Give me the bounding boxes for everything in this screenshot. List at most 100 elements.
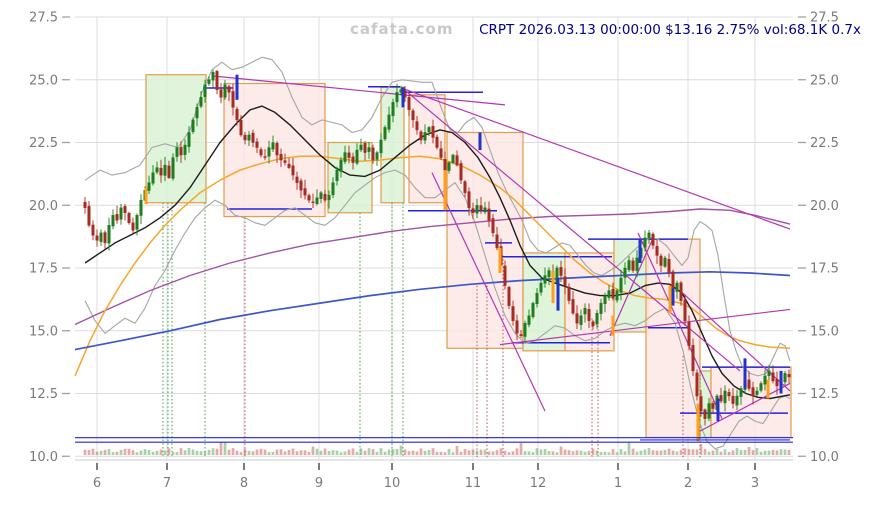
candle-body — [427, 127, 431, 133]
volume-bar — [127, 448, 131, 455]
x-axis-label: 10 — [384, 476, 401, 491]
candle-body — [711, 403, 715, 409]
candle-body — [691, 345, 695, 372]
volume-bar — [739, 450, 743, 455]
candle-body — [723, 390, 727, 404]
volume-bar — [767, 450, 771, 455]
volume-bar — [751, 450, 755, 455]
volume-bar — [183, 450, 187, 455]
candle-body — [495, 234, 499, 249]
candle-body — [679, 282, 683, 301]
volume-bar — [475, 450, 479, 455]
trendline — [499, 308, 791, 346]
candle-body — [663, 257, 667, 267]
candle-body — [483, 207, 487, 213]
candle-body — [383, 127, 387, 140]
volume-bar — [643, 449, 647, 455]
volume-bar — [83, 449, 87, 455]
candle-body — [83, 201, 87, 208]
volume-bar — [155, 450, 159, 455]
candle-body — [683, 299, 687, 321]
volume-bar — [303, 450, 307, 455]
volume-bar — [763, 450, 767, 455]
volume-bar — [455, 446, 459, 455]
volume-bar — [191, 449, 195, 455]
candle-body — [487, 208, 491, 221]
volume-bar — [187, 448, 191, 455]
candle-body — [247, 134, 251, 141]
candle-body — [271, 142, 275, 150]
candle-body — [559, 267, 563, 276]
volume-bar — [511, 451, 515, 455]
volume-bar — [539, 449, 543, 455]
volume-bar — [707, 451, 711, 455]
volume-bar — [279, 449, 283, 455]
volume-bar — [199, 451, 203, 455]
candle-body — [203, 84, 207, 97]
volume-bar — [575, 450, 579, 455]
volume-bar — [515, 448, 519, 455]
volume-bar — [743, 449, 747, 455]
candle-body — [671, 271, 675, 291]
candles-layer — [83, 69, 791, 426]
candle-body — [647, 232, 651, 239]
volume-bar — [583, 451, 587, 455]
candle-body — [255, 141, 259, 148]
candle-body — [355, 149, 359, 164]
candle-body — [219, 89, 223, 98]
candle-body — [91, 224, 95, 236]
candle-body — [215, 71, 219, 90]
candle-body — [295, 176, 299, 183]
candle-body — [407, 97, 411, 111]
candle-body — [707, 403, 711, 419]
candle-body — [703, 409, 707, 419]
candle-body — [347, 152, 351, 158]
volume-bar — [571, 451, 575, 455]
candle-body — [595, 312, 599, 325]
volume-bar — [683, 448, 687, 455]
candle-body — [539, 282, 543, 293]
candle-body — [131, 222, 135, 231]
volume-bar — [139, 450, 143, 455]
volume-bar — [459, 451, 463, 455]
volume-bar — [371, 449, 375, 455]
volume-bar — [119, 449, 123, 455]
bollinger-lower-band — [84, 169, 791, 450]
volume-bar — [719, 451, 723, 455]
candle-body — [447, 162, 451, 171]
volume-bar — [175, 451, 179, 455]
candle-body — [519, 334, 523, 336]
candle-body — [287, 163, 291, 168]
candle-body — [163, 164, 167, 176]
y-axis-label-right: 27.5 — [810, 11, 839, 26]
volume-bar — [107, 449, 111, 455]
volume-bar — [663, 449, 667, 455]
candle-body — [103, 232, 107, 244]
volume-bar — [467, 450, 471, 455]
y-axis-label-right: 15.0 — [810, 324, 839, 339]
volume-bar — [667, 448, 671, 455]
candle-body — [443, 159, 447, 171]
candle-body — [575, 313, 579, 324]
volume-bar — [135, 452, 139, 455]
volume-bar — [695, 449, 699, 455]
candle-body — [455, 155, 459, 166]
volume-bar — [287, 449, 291, 455]
candle-body — [451, 154, 455, 163]
volume-bar — [727, 452, 731, 455]
candle-body — [471, 208, 475, 213]
volume-bar — [219, 442, 223, 455]
candle-body — [627, 260, 631, 271]
candle-body — [523, 323, 527, 337]
candle-body — [767, 370, 771, 376]
candle-body — [771, 372, 775, 382]
volume-bar — [387, 449, 391, 455]
candle-body — [751, 387, 755, 397]
candle-body — [187, 132, 191, 147]
volume-bar — [195, 450, 199, 455]
y-axis-label-right: 20.0 — [810, 199, 839, 214]
volume-bar — [507, 452, 511, 455]
y-axis-label-right: 17.5 — [810, 262, 839, 277]
y-axis-label-left: 17.5 — [29, 262, 58, 277]
